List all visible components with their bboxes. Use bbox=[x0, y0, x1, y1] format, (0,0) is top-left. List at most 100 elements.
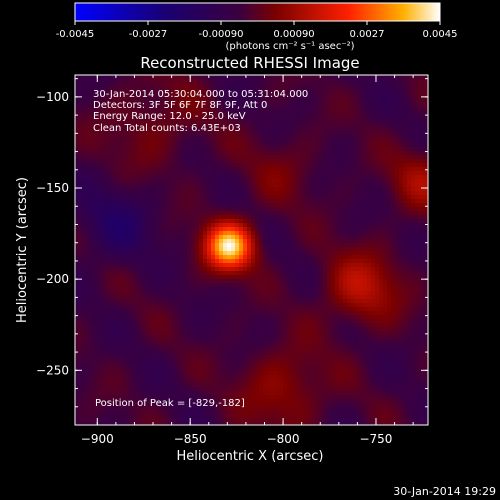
heatmap-cell bbox=[347, 235, 352, 240]
heatmap-cell bbox=[335, 167, 340, 172]
heatmap-cell bbox=[151, 231, 156, 236]
heatmap-cell bbox=[291, 195, 296, 200]
heatmap-cell bbox=[83, 135, 88, 140]
heatmap-cell bbox=[263, 239, 268, 244]
heatmap-cell bbox=[363, 287, 368, 292]
heatmap-cell bbox=[323, 247, 328, 252]
heatmap-cell bbox=[171, 251, 176, 256]
heatmap-cell bbox=[83, 91, 88, 96]
heatmap-cell bbox=[103, 191, 108, 196]
heatmap-cell bbox=[251, 163, 256, 168]
heatmap-cell bbox=[151, 287, 156, 292]
heatmap-cell bbox=[87, 207, 92, 212]
heatmap-cell bbox=[239, 139, 244, 144]
heatmap-cell bbox=[255, 135, 260, 140]
heatmap-cell bbox=[99, 147, 104, 152]
heatmap-cell bbox=[371, 127, 376, 132]
heatmap-cell bbox=[151, 111, 156, 116]
heatmap-cell bbox=[79, 279, 84, 284]
heatmap-cell bbox=[91, 139, 96, 144]
heatmap-cell bbox=[139, 275, 144, 280]
heatmap-cell bbox=[243, 255, 248, 260]
heatmap-cell bbox=[271, 255, 276, 260]
heatmap-cell bbox=[95, 155, 100, 160]
heatmap-cell bbox=[287, 151, 292, 156]
heatmap-cell bbox=[395, 99, 400, 104]
heatmap-cell bbox=[259, 119, 264, 124]
heatmap-cell bbox=[315, 155, 320, 160]
heatmap-cell bbox=[291, 275, 296, 280]
heatmap-cell bbox=[327, 111, 332, 116]
heatmap-cell bbox=[103, 171, 108, 176]
heatmap-cell bbox=[311, 271, 316, 276]
heatmap-cell bbox=[139, 179, 144, 184]
heatmap-cell bbox=[407, 207, 412, 212]
heatmap-cell bbox=[379, 103, 384, 108]
heatmap-cell bbox=[235, 283, 240, 288]
heatmap-cell bbox=[183, 139, 188, 144]
heatmap-cell bbox=[131, 111, 136, 116]
heatmap-cell bbox=[127, 195, 132, 200]
heatmap-cell bbox=[131, 163, 136, 168]
heatmap-cell bbox=[219, 215, 224, 220]
heatmap-cell bbox=[255, 99, 260, 104]
heatmap-cell bbox=[135, 119, 140, 124]
heatmap-cell bbox=[119, 175, 124, 180]
heatmap-cell bbox=[319, 79, 324, 84]
heatmap-cell bbox=[187, 127, 192, 132]
heatmap-cell bbox=[99, 199, 104, 204]
heatmap-cell bbox=[423, 107, 428, 112]
heatmap-cell bbox=[131, 123, 136, 128]
heatmap-cell bbox=[175, 295, 180, 300]
heatmap-cell bbox=[171, 279, 176, 284]
heatmap-cell bbox=[219, 171, 224, 176]
heatmap-cell bbox=[159, 111, 164, 116]
heatmap-cell bbox=[231, 271, 236, 276]
heatmap-cell bbox=[99, 239, 104, 244]
heatmap-cell bbox=[135, 219, 140, 224]
heatmap-cell bbox=[191, 147, 196, 152]
heatmap-cell bbox=[163, 231, 168, 236]
heatmap-cell bbox=[95, 199, 100, 204]
heatmap-cell bbox=[195, 147, 200, 152]
heatmap-cell bbox=[307, 107, 312, 112]
heatmap-cell bbox=[215, 119, 220, 124]
heatmap-cell bbox=[403, 123, 408, 128]
heatmap-cell bbox=[223, 143, 228, 148]
heatmap-cell bbox=[375, 211, 380, 216]
heatmap-cell bbox=[147, 235, 152, 240]
heatmap-cell bbox=[139, 75, 144, 80]
heatmap-cell bbox=[319, 203, 324, 208]
heatmap-cell bbox=[335, 155, 340, 160]
heatmap-cell bbox=[231, 119, 236, 124]
heatmap-cell bbox=[107, 167, 112, 172]
heatmap-cell bbox=[327, 263, 332, 268]
heatmap-cell bbox=[403, 119, 408, 124]
heatmap-cell bbox=[399, 279, 404, 284]
heatmap-cell bbox=[423, 263, 428, 268]
heatmap-cell bbox=[383, 91, 388, 96]
heatmap-cell bbox=[271, 103, 276, 108]
heatmap-cell bbox=[79, 255, 84, 260]
heatmap-cell bbox=[127, 103, 132, 108]
heatmap-cell bbox=[327, 143, 332, 148]
heatmap-cell bbox=[395, 263, 400, 268]
heatmap-cell bbox=[395, 115, 400, 120]
heatmap-cell bbox=[147, 179, 152, 184]
heatmap-cell bbox=[419, 271, 424, 276]
heatmap-cell bbox=[251, 151, 256, 156]
heatmap-cell bbox=[199, 231, 204, 236]
heatmap-cell bbox=[139, 103, 144, 108]
heatmap-cell bbox=[87, 255, 92, 260]
heatmap-cell bbox=[299, 231, 304, 236]
heatmap-cell bbox=[79, 175, 84, 180]
heatmap-cell bbox=[355, 267, 360, 272]
heatmap-cell bbox=[391, 215, 396, 220]
heatmap-cell bbox=[143, 291, 148, 296]
heatmap-cell bbox=[259, 195, 264, 200]
heatmap-cell bbox=[235, 151, 240, 156]
heatmap-cell bbox=[219, 207, 224, 212]
heatmap-cell bbox=[83, 203, 88, 208]
heatmap-cell bbox=[215, 231, 220, 236]
heatmap-cell bbox=[183, 247, 188, 252]
